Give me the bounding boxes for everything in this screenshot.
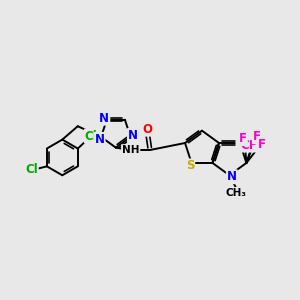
Text: F: F (258, 138, 266, 151)
Text: S: S (186, 159, 194, 172)
Text: N: N (227, 170, 237, 183)
Text: O: O (142, 123, 153, 136)
Text: Cl: Cl (25, 163, 38, 176)
Text: N: N (94, 133, 105, 146)
Text: NH: NH (122, 145, 140, 155)
Text: N: N (99, 112, 110, 125)
Text: N: N (128, 129, 138, 142)
Text: N: N (236, 134, 246, 146)
Text: Cl: Cl (85, 130, 98, 142)
Text: CH₃: CH₃ (226, 188, 247, 198)
Text: F: F (253, 130, 261, 143)
Text: CF₃: CF₃ (241, 139, 263, 152)
Text: F: F (239, 132, 247, 145)
